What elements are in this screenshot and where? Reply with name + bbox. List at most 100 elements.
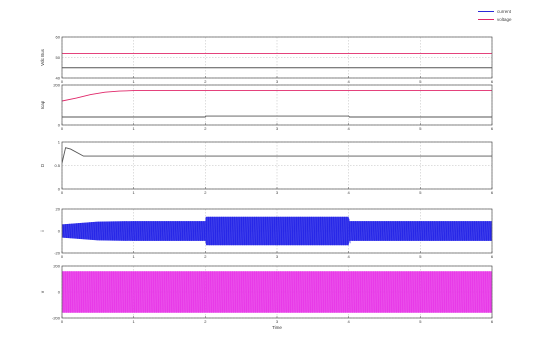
oscillation-stroke — [289, 216, 291, 246]
oscillation-stroke — [234, 271, 236, 313]
oscillation-stroke — [438, 271, 441, 313]
oscillation-stroke — [203, 271, 206, 313]
oscillation-stroke — [205, 271, 208, 313]
oscillation-stroke — [366, 271, 368, 313]
oscillation-stroke — [192, 221, 195, 241]
oscillation-stroke — [441, 221, 443, 241]
oscillation-stroke — [322, 271, 324, 313]
series-line — [62, 90, 492, 102]
oscillation-stroke — [117, 221, 120, 241]
oscillation-stroke — [379, 271, 382, 313]
oscillation-stroke — [238, 271, 241, 313]
oscillation-stroke — [401, 271, 404, 313]
x-tick-label: 5 — [419, 126, 422, 131]
oscillation-stroke — [71, 223, 74, 239]
oscillation-stroke — [205, 216, 208, 246]
oscillation-stroke — [375, 271, 377, 313]
oscillation-stroke — [174, 221, 177, 241]
oscillation-stroke — [69, 223, 71, 239]
oscillation-stroke — [412, 271, 415, 313]
oscillation-stroke — [289, 271, 291, 313]
oscillation-stroke — [441, 271, 443, 313]
oscillation-stroke — [306, 271, 309, 313]
oscillation-stroke — [243, 216, 245, 246]
oscillation-stroke — [194, 221, 197, 241]
oscillation-stroke — [271, 271, 274, 313]
oscillation-stroke — [240, 216, 243, 246]
oscillation-stroke — [254, 271, 256, 313]
x-tick-label: 4 — [348, 79, 351, 84]
oscillation-stroke — [463, 221, 465, 241]
oscillation-stroke — [467, 271, 470, 313]
x-tick-label: 4 — [348, 190, 351, 195]
oscillation-stroke — [445, 271, 448, 313]
oscillation-stroke — [364, 221, 366, 241]
oscillation-stroke — [337, 271, 340, 313]
oscillation-stroke — [225, 271, 228, 313]
oscillation-stroke — [166, 271, 168, 313]
oscillation-stroke — [260, 271, 263, 313]
oscillation-stroke — [199, 271, 201, 313]
oscillation-stroke — [368, 271, 371, 313]
oscillation-stroke — [71, 271, 74, 313]
y-tick-label: 1 — [58, 140, 61, 145]
oscillation-stroke — [258, 271, 261, 313]
x-tick-label: 6 — [491, 190, 494, 195]
oscillation-stroke — [280, 216, 283, 246]
oscillation-stroke — [188, 271, 190, 313]
oscillation-stroke — [170, 271, 173, 313]
oscillation-stroke — [317, 216, 320, 246]
oscillation-stroke — [223, 271, 225, 313]
oscillation-stroke — [67, 271, 69, 313]
oscillation-stroke — [67, 223, 69, 239]
oscillation-stroke — [95, 271, 98, 313]
y-tick-label: 0.5 — [54, 163, 60, 168]
oscillation-stroke — [188, 221, 190, 241]
oscillation-stroke — [370, 271, 373, 313]
oscillation-stroke — [326, 216, 329, 246]
oscillation-stroke — [449, 271, 452, 313]
oscillation-stroke — [113, 271, 115, 313]
oscillation-stroke — [353, 221, 355, 241]
oscillation-stroke — [106, 271, 109, 313]
oscillation-stroke — [284, 216, 287, 246]
oscillation-stroke — [177, 221, 179, 241]
oscillation-stroke — [304, 216, 307, 246]
oscillation-stroke — [276, 216, 278, 246]
oscillation-stroke — [368, 221, 371, 241]
legend-label-voltage: voltage — [497, 16, 512, 22]
legend-label-current: current — [497, 8, 512, 14]
x-tick-label: 4 — [348, 126, 351, 131]
oscillation-stroke — [137, 271, 140, 313]
y-tick-label: 0 — [58, 290, 61, 295]
x-tick-label: 5 — [419, 79, 422, 84]
oscillation-stroke — [359, 271, 362, 313]
oscillation-stroke — [89, 271, 91, 313]
oscillation-stroke — [104, 271, 107, 313]
oscillation-stroke — [284, 271, 287, 313]
oscillation-stroke — [339, 216, 342, 246]
oscillation-stroke — [229, 271, 232, 313]
oscillation-stroke — [100, 221, 102, 241]
oscillation-stroke — [397, 271, 399, 313]
oscillation-stroke — [122, 271, 124, 313]
oscillation-stroke — [469, 221, 472, 241]
oscillation-stroke — [124, 271, 126, 313]
oscillation-stroke — [311, 216, 313, 246]
oscillation-stroke — [487, 221, 489, 241]
oscillation-stroke — [403, 221, 406, 241]
oscillation-stroke — [141, 221, 144, 241]
oscillation-stroke — [401, 221, 404, 241]
series-line — [62, 147, 492, 164]
oscillation-stroke — [196, 221, 199, 241]
oscillation-stroke — [489, 221, 492, 241]
oscillation-stroke — [218, 271, 221, 313]
oscillation-stroke — [410, 221, 412, 241]
x-tick-label: 0 — [61, 79, 64, 84]
oscillation-stroke — [324, 216, 327, 246]
subplot-3: 0 1 2 3 4 5 610.50D — [40, 140, 494, 196]
oscillation-stroke — [97, 221, 100, 241]
oscillation-stroke — [157, 271, 159, 313]
oscillation-stroke — [425, 271, 428, 313]
oscillation-stroke — [258, 216, 261, 246]
